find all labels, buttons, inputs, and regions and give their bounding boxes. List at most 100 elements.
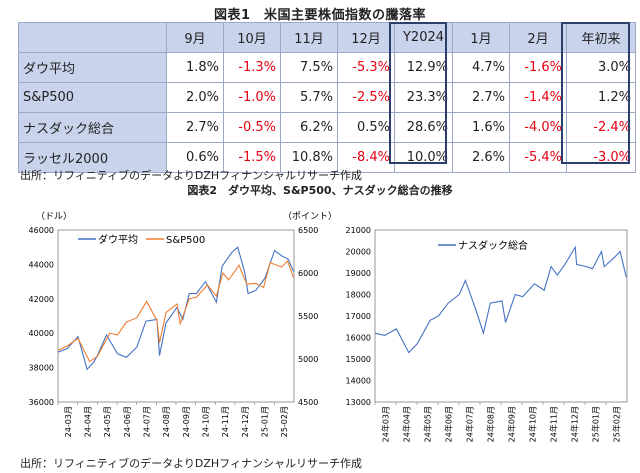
x-tick-label: 24年04月 <box>402 406 412 442</box>
table-row: ラッセル2000 0.6% -1.5% 10.8% -8.4% 10.0% 2.… <box>18 142 636 173</box>
x-tick-label: 24-11月 <box>221 406 230 437</box>
x-tick-label: 25-02月 <box>280 406 289 437</box>
column-header: Y2024 <box>394 22 453 53</box>
table-cell: -5.3% <box>337 52 395 83</box>
x-tick-label: 24-10月 <box>202 406 211 437</box>
table-cell: -8.4% <box>337 142 395 173</box>
figure2-source: 出所：リフィニティブのデータよりDZHフィナンシャルリサーチ作成 <box>20 457 362 470</box>
table-row: S&P500 2.0% -1.0% 5.7% -2.5% 23.3% 2.7% … <box>18 82 636 113</box>
series-line-sp500 <box>57 259 294 363</box>
column-header: 12月 <box>337 22 395 53</box>
left-chart-plot-area <box>57 229 295 403</box>
table-cell: 0.6% <box>166 142 224 173</box>
right-chart-series <box>374 245 627 354</box>
left-chart-x-ticks: 24-03月 24-04月 24-05月 24-06月 24-07月 24-08月 24-0… <box>57 402 289 437</box>
legend-label-sp500: S&P500 <box>166 235 205 246</box>
nasdaq-y-tick-label: 14000 <box>346 377 371 386</box>
table-cell: 23.3% <box>394 82 453 113</box>
table-cell: 5.7% <box>280 82 338 113</box>
left-chart-series <box>57 246 294 371</box>
right-axis-tick-label: 6000 <box>298 269 318 278</box>
nasdaq-y-tick-label: 16000 <box>346 334 371 343</box>
table-cell: 2.7% <box>166 112 224 143</box>
x-tick-label: 24-03月 <box>64 406 73 437</box>
right-axis-tick-label: 5500 <box>298 312 318 321</box>
x-tick-label: 24-08月 <box>162 406 171 437</box>
series-line-dow <box>57 246 294 371</box>
table-cell: -3.0% <box>566 142 636 173</box>
figure1-title: 図表1 米国主要株価指数の騰落率 <box>213 8 427 23</box>
nasdaq-y-tick-label: 15000 <box>346 355 371 364</box>
figure1-source: 出所：リフィニティブのデータよりDZHフィナンシャルリサーチ作成 <box>20 169 362 182</box>
table-cell: 28.6% <box>394 112 453 143</box>
left-axis-ticks: 46000 44000 42000 40000 38000 36000 <box>29 226 54 407</box>
nasdaq-y-tick-label: 13000 <box>346 398 371 407</box>
nasdaq-y-tick-label: 19000 <box>346 269 371 278</box>
right-axis-tick-label: 6500 <box>298 226 318 235</box>
row-label: ラッセル2000 <box>18 142 167 173</box>
table-cell: -1.0% <box>223 82 281 113</box>
table-cell: -1.5% <box>223 142 281 173</box>
x-tick-label: 24-04月 <box>84 406 93 437</box>
right-chart-x-ticks: 24年03月 24年04月 24年05月 24年06月 24年07月 24年08月 24年0… <box>374 402 622 442</box>
table-cell: 2.7% <box>452 82 510 113</box>
row-label: ダウ平均 <box>18 52 167 83</box>
right-chart-plot-area <box>374 229 628 403</box>
x-tick-label: 25年01月 <box>591 406 601 442</box>
x-tick-label: 24年07月 <box>465 406 475 442</box>
left-axis-tick-label: 46000 <box>29 226 54 235</box>
table-row: ナスダック総合 2.7% -0.5% 6.2% 0.5% 28.6% 1.6% … <box>18 112 636 143</box>
nasdaq-y-tick-label: 21000 <box>346 226 371 235</box>
left-axis-unit: （ドル） <box>36 211 72 222</box>
column-header: 1月 <box>452 22 510 53</box>
right-axis-unit: （ポイント） <box>283 211 337 222</box>
table-cell: 0.5% <box>337 112 395 143</box>
column-header: 年初来 <box>566 22 636 53</box>
x-tick-label: 24-09月 <box>182 406 191 437</box>
left-axis-tick-label: 38000 <box>29 364 54 373</box>
nasdaq-y-tick-label: 20000 <box>346 248 371 257</box>
x-tick-label: 24年05月 <box>423 406 433 442</box>
x-tick-label: 24年12月 <box>570 406 580 442</box>
left-axis-tick-label: 42000 <box>29 295 54 304</box>
table-cell: 12.9% <box>394 52 453 83</box>
x-tick-label: 24-05月 <box>103 406 112 437</box>
table-cell: 3.0% <box>566 52 636 83</box>
left-axis-tick-label: 36000 <box>29 398 54 407</box>
right-axis-ticks: 6500 6000 5500 5000 4500 <box>298 226 318 407</box>
x-tick-label: 24-07月 <box>143 406 152 437</box>
x-tick-label: 24年11月 <box>549 406 559 442</box>
nasdaq-y-tick-label: 17000 <box>346 312 371 321</box>
x-tick-label: 24年03月 <box>381 406 391 442</box>
table-cell: 1.6% <box>452 112 510 143</box>
table-cell: 7.5% <box>280 52 338 83</box>
table-cell: -4.0% <box>509 112 567 143</box>
x-tick-label: 24-12月 <box>241 406 250 437</box>
series-line-nasdaq <box>374 245 627 354</box>
table-cell: 1.8% <box>166 52 224 83</box>
table-cell: -0.5% <box>223 112 281 143</box>
table-cell: -1.4% <box>509 82 567 113</box>
table-cell: -5.4% <box>509 142 567 173</box>
x-tick-label: 25年02月 <box>612 406 622 442</box>
nasdaq-y-tick-label: 18000 <box>346 291 371 300</box>
right-axis-tick-label: 4500 <box>298 398 318 407</box>
table-cell: 10.8% <box>280 142 338 173</box>
left-axis-tick-label: 40000 <box>29 329 54 338</box>
legend-label-nasdaq: ナスダック総合 <box>458 239 528 252</box>
returns-table: 9月 10月 11月 12月 Y2024 1月 2月 年初来 ダウ平均 1.8%… <box>18 22 636 173</box>
right-axis-tick-label: 5000 <box>298 355 318 364</box>
x-tick-label: 24年09月 <box>507 406 517 442</box>
table-cell: 10.0% <box>394 142 453 173</box>
figure2-title: 図表2 ダウ平均、S&P500、ナスダック総合の推移 <box>187 184 453 197</box>
column-header: 2月 <box>509 22 567 53</box>
table-cell: -2.5% <box>337 82 395 113</box>
x-tick-label: 24-06月 <box>123 406 132 437</box>
left-axis-tick-label: 44000 <box>29 260 54 269</box>
x-tick-label: 24年10月 <box>528 406 538 442</box>
legend-label-dow: ダウ平均 <box>98 233 138 246</box>
right-chart-legend: ナスダック総合 <box>438 239 528 252</box>
table-cell: 1.2% <box>566 82 636 113</box>
table-cell: 2.6% <box>452 142 510 173</box>
